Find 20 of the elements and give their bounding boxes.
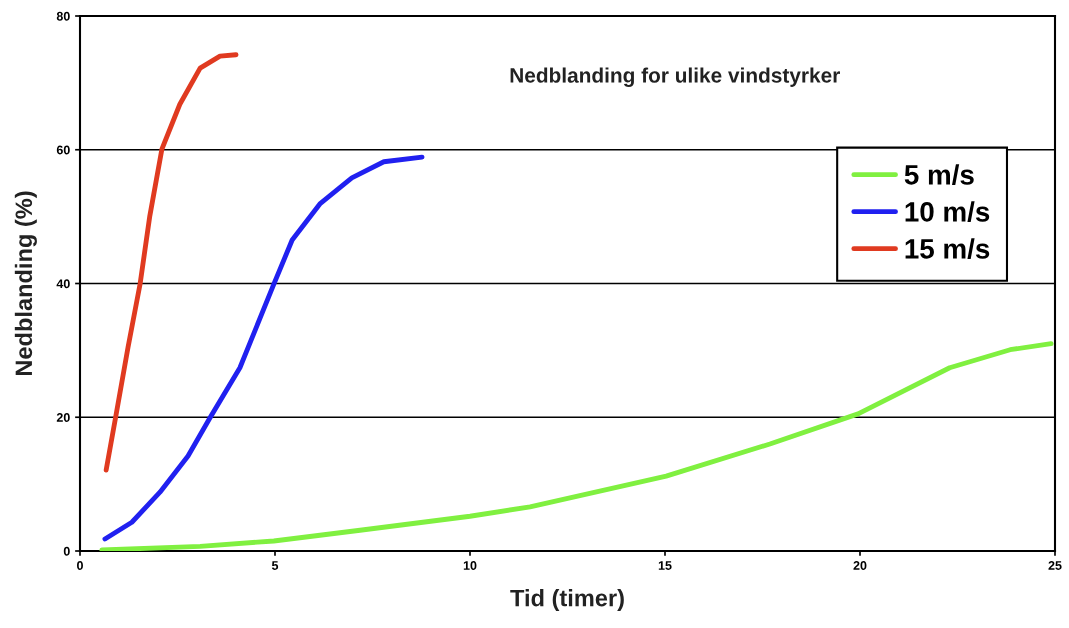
x-tick-label: 15 — [658, 561, 672, 570]
legend-label: 15 m/s — [905, 238, 990, 259]
line-series — [102, 154, 425, 542]
x-tick-label: 20 — [853, 561, 867, 570]
x-tick-label: 25 — [1048, 561, 1062, 570]
legend-label: 5 m/s — [904, 164, 974, 185]
x-tick-label: 10 — [463, 561, 477, 570]
x-tick-label: 5 — [271, 561, 279, 570]
y-tick-label: 20 — [56, 413, 70, 422]
y-tick-label: 40 — [56, 279, 70, 289]
line-series — [99, 341, 1054, 551]
x-axis-title: Tid (timer) — [510, 589, 624, 612]
y-tick-label: 60 — [56, 145, 70, 155]
y-tick-label: 0 — [63, 546, 70, 556]
text: Nedblanding for ulike vindstyrker — [510, 67, 840, 87]
legend-label: 10 m/s — [905, 201, 990, 222]
x-tick-label: 0 — [77, 561, 83, 570]
y-tick-label: 80 — [56, 11, 70, 21]
line-series — [103, 52, 239, 473]
y-axis-title: Nedblanding (%) — [14, 191, 37, 376]
